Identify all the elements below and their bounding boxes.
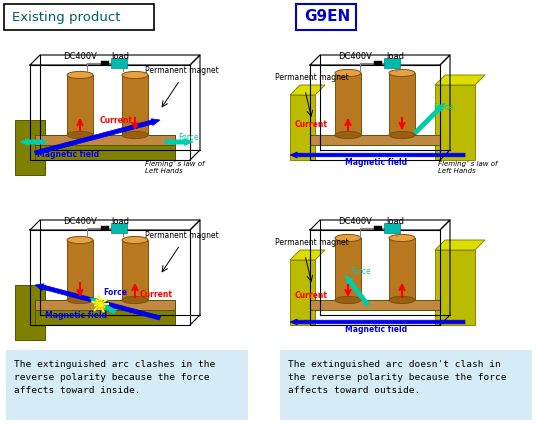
Ellipse shape — [122, 296, 148, 304]
Bar — [384, 223, 400, 233]
Text: Magnetic field: Magnetic field — [345, 325, 407, 334]
Ellipse shape — [67, 296, 93, 304]
Text: G9EN: G9EN — [304, 9, 350, 24]
Polygon shape — [435, 85, 475, 160]
Polygon shape — [290, 152, 465, 158]
Text: DC400V: DC400V — [63, 52, 97, 61]
FancyBboxPatch shape — [280, 350, 532, 420]
Text: Current: Current — [140, 290, 173, 299]
Polygon shape — [90, 298, 116, 314]
Ellipse shape — [335, 234, 361, 242]
Bar — [374, 61, 382, 65]
Ellipse shape — [335, 69, 361, 77]
Ellipse shape — [122, 237, 148, 243]
Ellipse shape — [335, 296, 361, 304]
Text: Force: Force — [178, 133, 199, 142]
Text: Magnetic field: Magnetic field — [37, 150, 99, 159]
FancyBboxPatch shape — [6, 350, 248, 420]
Ellipse shape — [335, 132, 361, 138]
Ellipse shape — [389, 132, 415, 138]
Polygon shape — [15, 120, 45, 175]
Polygon shape — [290, 250, 325, 260]
FancyBboxPatch shape — [4, 4, 154, 30]
Polygon shape — [67, 75, 93, 135]
Text: DC400V: DC400V — [338, 217, 372, 226]
Polygon shape — [35, 135, 175, 145]
Polygon shape — [335, 238, 361, 300]
Text: The extinguished arc doesn't clash in
the reverse polarity because the force
aff: The extinguished arc doesn't clash in th… — [288, 360, 506, 396]
Polygon shape — [290, 319, 465, 325]
Polygon shape — [122, 75, 148, 135]
Polygon shape — [389, 73, 415, 135]
Ellipse shape — [67, 237, 93, 243]
Text: Current: Current — [295, 120, 328, 129]
Bar — [384, 58, 400, 68]
Polygon shape — [290, 85, 325, 95]
Text: Fleming’ s law of
Left Hands: Fleming’ s law of Left Hands — [438, 161, 497, 174]
Polygon shape — [413, 103, 445, 135]
Ellipse shape — [389, 69, 415, 77]
Ellipse shape — [122, 71, 148, 79]
Ellipse shape — [389, 296, 415, 304]
Text: load: load — [386, 52, 404, 61]
Text: load: load — [111, 52, 129, 61]
Polygon shape — [435, 75, 485, 85]
Polygon shape — [34, 119, 160, 155]
Polygon shape — [335, 73, 361, 135]
Polygon shape — [35, 135, 175, 160]
Bar — [101, 61, 109, 65]
Bar — [101, 226, 109, 230]
Text: Fleming’ s law of
Left Hands: Fleming’ s law of Left Hands — [145, 161, 205, 174]
Text: Permanent magnet: Permanent magnet — [275, 238, 349, 247]
Text: Magnetic field: Magnetic field — [345, 158, 407, 167]
Polygon shape — [435, 250, 475, 325]
Polygon shape — [345, 275, 369, 306]
Text: Permanent magnet: Permanent magnet — [275, 73, 349, 82]
Polygon shape — [122, 240, 148, 300]
Text: load: load — [386, 217, 404, 226]
Text: Current: Current — [295, 291, 328, 300]
Polygon shape — [20, 138, 45, 145]
Polygon shape — [15, 285, 45, 340]
Text: The extinguished arc clashes in the
reverse polarity because the force
affects t: The extinguished arc clashes in the reve… — [14, 360, 215, 396]
Ellipse shape — [67, 132, 93, 138]
Polygon shape — [435, 240, 485, 250]
Text: Permanent magnet: Permanent magnet — [145, 66, 219, 75]
Polygon shape — [165, 138, 193, 145]
Polygon shape — [35, 300, 175, 325]
Text: Force: Force — [350, 267, 371, 276]
Polygon shape — [290, 260, 315, 325]
Bar — [111, 223, 127, 233]
Polygon shape — [35, 284, 161, 320]
Ellipse shape — [389, 234, 415, 242]
Polygon shape — [310, 135, 440, 145]
Text: Force: Force — [433, 103, 454, 112]
Bar — [111, 58, 127, 68]
Polygon shape — [290, 95, 315, 160]
Text: DC400V: DC400V — [63, 217, 97, 226]
Polygon shape — [67, 240, 93, 300]
Text: Force: Force — [103, 288, 127, 297]
Polygon shape — [389, 238, 415, 300]
Text: Current: Current — [100, 116, 133, 125]
Text: Existing product: Existing product — [12, 11, 120, 24]
Text: Permanent magnet: Permanent magnet — [145, 231, 219, 240]
Text: Magnetic field: Magnetic field — [45, 311, 107, 320]
Polygon shape — [35, 300, 175, 310]
Ellipse shape — [122, 132, 148, 138]
Polygon shape — [310, 300, 440, 310]
Text: load: load — [111, 217, 129, 226]
Ellipse shape — [67, 71, 93, 79]
Bar — [374, 226, 382, 230]
FancyBboxPatch shape — [296, 4, 356, 30]
Text: DC400V: DC400V — [338, 52, 372, 61]
